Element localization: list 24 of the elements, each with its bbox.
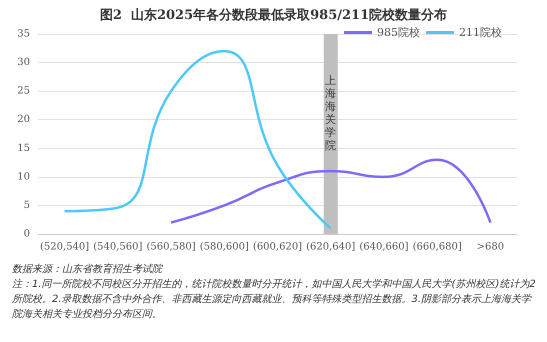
x-tick-label: (540,560]	[93, 242, 143, 252]
x-tick-label: (520,540]	[40, 242, 90, 252]
x-tick-label: (640,660]	[359, 242, 409, 252]
y-tick-label: 10	[17, 171, 30, 182]
y-tick-label: 15	[17, 142, 30, 154]
y-tick-label: 30	[17, 57, 30, 68]
x-tick-label: (560,580]	[146, 242, 196, 252]
y-tick-label: 35	[17, 28, 30, 40]
band-label: 上海海关学院	[325, 74, 336, 152]
x-tick-label: (620,640]	[306, 242, 356, 252]
x-tick-label: (580,600]	[200, 242, 249, 252]
y-tick-label: 0	[24, 228, 30, 240]
y-tick-label: 25	[17, 86, 30, 97]
legend-label: 211院校	[459, 26, 502, 39]
y-tick-label: 5	[24, 200, 30, 211]
chart-title: 图2 山东2025年各分数段最低录取985/211院校数量分布	[100, 7, 448, 23]
line-series	[170, 158, 492, 224]
x-tick-label: (600,620]	[252, 242, 302, 252]
x-tick-label: >680	[476, 242, 504, 252]
x-tick-label: (660,680]	[412, 242, 462, 252]
y-tick-label: 20	[17, 114, 30, 126]
text: 注：1.同一所院校不同校区分开招生的，统计院校数量时分开统计，如中国人民大学和中国人民大学(苏州校区)统计为2所院校。2.录取数据不含中外合作、非西藏生源定向西藏就业、预科等特殊类型招生数据。3.阴影部分表示上海海关学院海关相关专业投档分分布区间。	[12, 278, 537, 322]
source-note: 数据来源：山东省教育招生考试院	[12, 262, 164, 277]
legend-label: 985院校	[377, 26, 420, 39]
